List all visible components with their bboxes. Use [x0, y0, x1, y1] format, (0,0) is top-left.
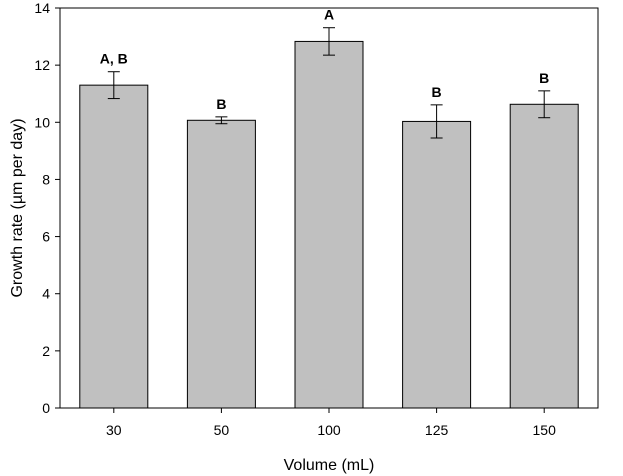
significance-label-125: B: [432, 84, 442, 100]
significance-labels-group: A, B B A B B: [100, 7, 549, 112]
error-bars-group: [107, 27, 551, 139]
y-axis-label: Growth rate (µm per day): [9, 118, 26, 297]
x-tick-label-125: 125: [425, 422, 449, 438]
significance-label-100: A: [324, 7, 334, 23]
x-tick-label-100: 100: [317, 422, 341, 438]
error-bar-150: [538, 90, 551, 119]
error-bar-50: [215, 116, 228, 125]
x-axis-ticks: 30 50 100 125 150: [106, 408, 556, 438]
y-tick-label: 8: [42, 171, 50, 187]
y-tick-label: 4: [42, 286, 50, 302]
bar-50: [186, 119, 256, 409]
y-tick-label: 12: [34, 57, 50, 73]
bar-30: [79, 84, 149, 409]
x-tick-label-50: 50: [214, 422, 230, 438]
y-tick-label: 2: [42, 343, 50, 359]
y-axis-ticks: 0 2 4 6 8 10 12 14: [34, 0, 60, 416]
bars-group: [79, 40, 579, 409]
bar-100: [294, 40, 364, 409]
bar-150: [509, 103, 579, 409]
bar-125: [402, 120, 472, 409]
x-tick-label-30: 30: [106, 422, 122, 438]
y-tick-label: 10: [34, 114, 50, 130]
x-axis-label: Volume (mL): [284, 457, 375, 474]
error-bar-100: [323, 27, 335, 56]
significance-label-50: B: [216, 96, 226, 112]
y-tick-label: 6: [42, 229, 50, 245]
y-tick-label: 14: [34, 0, 50, 16]
error-bar-125: [430, 104, 443, 139]
y-tick-label: 0: [42, 400, 50, 416]
x-tick-label-150: 150: [533, 422, 557, 438]
significance-label-30: A, B: [100, 51, 128, 67]
significance-label-150: B: [539, 70, 549, 86]
error-bar-30: [107, 71, 120, 100]
